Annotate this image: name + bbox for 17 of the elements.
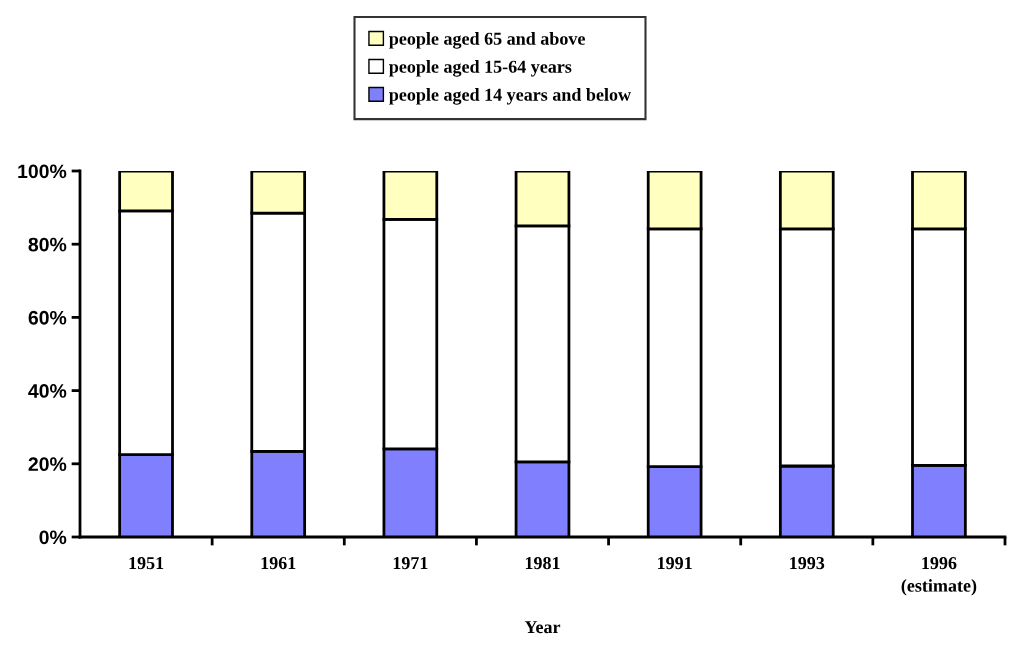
x-tick-label: 1993 [790,557,825,570]
y-tick-label: 100% [18,164,67,179]
y-tick-label: 0% [39,530,67,545]
y-tick-label: 40% [28,384,67,398]
legend-label: people aged 14 years and below [389,88,631,105]
x-tick-label: 1996 (estimate) [901,557,977,596]
y-tick-label: 80% [28,237,67,252]
x-tick-label: 1971 [393,557,428,570]
x-axis-title: Year [524,621,561,634]
x-tick-label: 1951 [129,557,164,570]
legend-label: people aged 65 and above [389,32,585,49]
x-tick-label: 1991 [658,557,692,570]
legend-label: people aged 15-64 years [389,60,572,77]
x-tick-label: 1961 [261,557,296,570]
x-tick-label: 1981 [525,556,560,570]
y-tick-label: 20% [28,457,67,472]
y-tick-label: 60% [28,310,67,325]
